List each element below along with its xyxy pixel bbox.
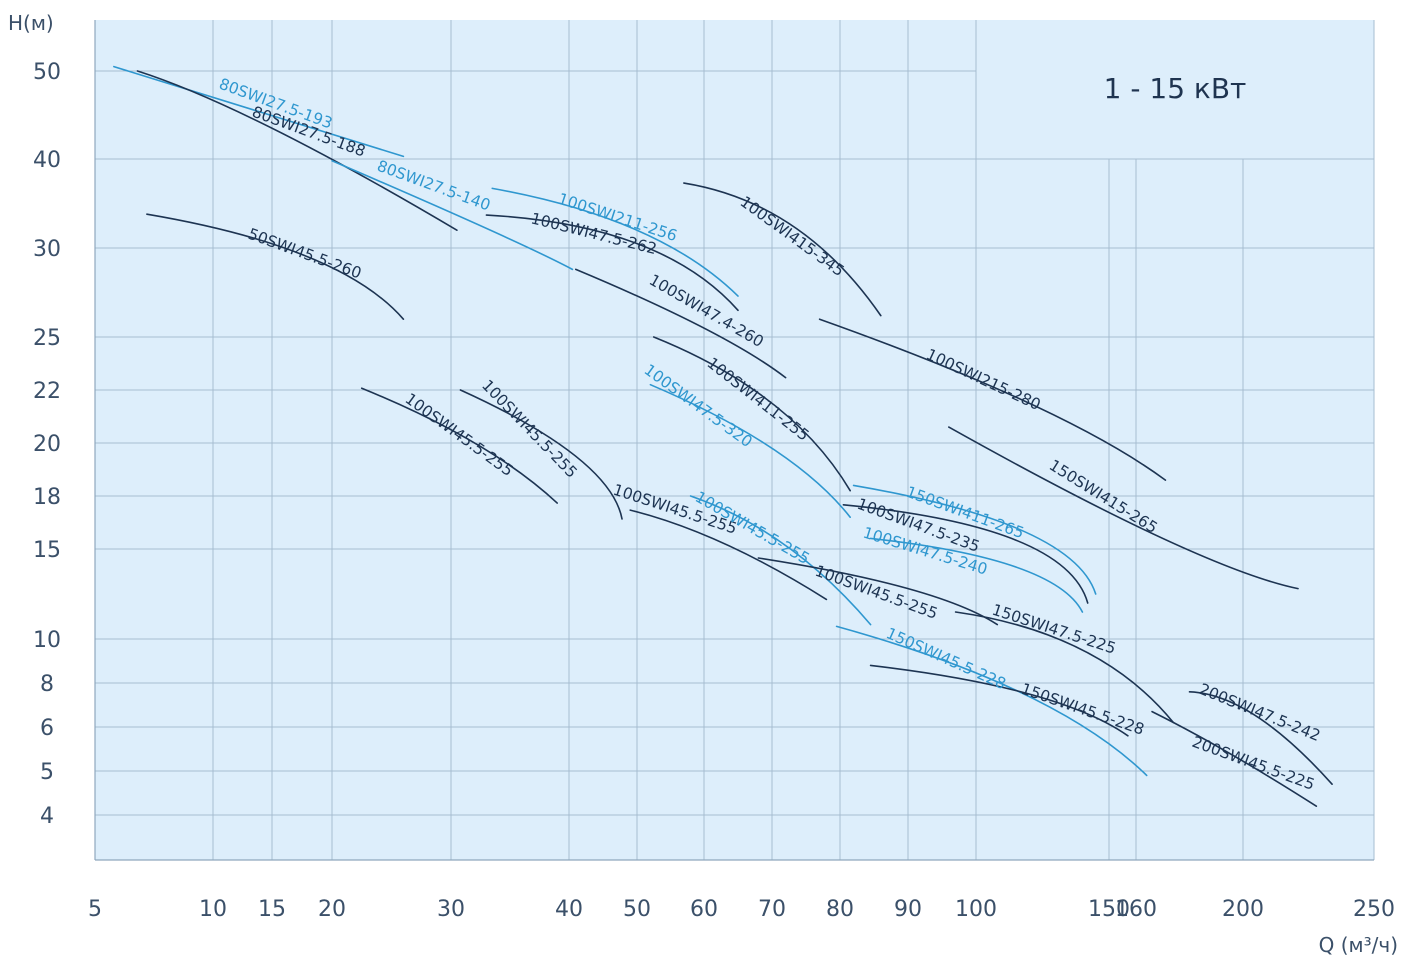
x-tick-label: 20 xyxy=(318,897,346,922)
performance-curve xyxy=(948,426,1299,590)
x-tick-label: 40 xyxy=(555,897,583,922)
y-tick-label: 5 xyxy=(40,760,54,785)
x-tick-label: 100 xyxy=(955,897,997,922)
y-tick-label: 20 xyxy=(33,432,61,457)
y-axis-title: H(м) xyxy=(8,11,54,35)
performance-curve xyxy=(869,537,1084,613)
performance-curve xyxy=(485,214,739,312)
grid xyxy=(94,20,1375,861)
performance-curve xyxy=(1151,710,1318,807)
y-tick-label: 22 xyxy=(33,379,61,404)
performance-curve xyxy=(954,611,1175,724)
performance-curve xyxy=(146,213,405,320)
y-tick-label: 15 xyxy=(33,538,61,563)
x-tick-label: 160 xyxy=(1115,897,1157,922)
x-tick-label: 90 xyxy=(894,897,922,922)
performance-curve xyxy=(331,159,574,271)
performance-curve xyxy=(113,65,405,158)
performance-curve xyxy=(360,387,558,504)
y-tick-labels: 50 40 30 25 22 20 18 15 10 8 6 5 4 xyxy=(33,60,61,829)
x-tick-label: 80 xyxy=(826,897,854,922)
performance-curve xyxy=(652,336,851,492)
curves xyxy=(113,65,1333,807)
y-tick-label: 10 xyxy=(33,628,61,653)
performance-curve xyxy=(852,484,1097,595)
performance-curve xyxy=(1188,691,1333,785)
performance-curve xyxy=(842,504,1089,604)
x-tick-label: 70 xyxy=(758,897,786,922)
y-tick-label: 4 xyxy=(40,804,54,829)
performance-curve xyxy=(818,318,1167,481)
y-tick-label: 25 xyxy=(33,326,61,351)
x-tick-label: 15 xyxy=(258,897,286,922)
power-range-title: 1 - 15 кВт xyxy=(1104,72,1247,105)
performance-curve xyxy=(649,383,851,518)
performance-curve xyxy=(491,187,739,297)
y-tick-label: 30 xyxy=(33,237,61,262)
x-tick-label: 50 xyxy=(623,897,651,922)
performance-curve xyxy=(459,389,623,520)
x-tick-label: 150 xyxy=(1088,897,1130,922)
y-tick-label: 50 xyxy=(33,60,61,85)
performance-curve xyxy=(683,182,882,317)
x-tick-label: 200 xyxy=(1222,897,1264,922)
x-tick-label: 30 xyxy=(437,897,465,922)
y-tick-label: 8 xyxy=(40,672,54,697)
x-axis-title: Q (м³/ч) xyxy=(1319,933,1398,957)
performance-curve xyxy=(869,664,1129,737)
x-tick-label: 250 xyxy=(1353,897,1395,922)
performance-curve xyxy=(575,268,787,379)
y-tick-label: 40 xyxy=(33,148,61,173)
y-tick-label: 18 xyxy=(33,485,61,510)
performance-curve xyxy=(689,495,872,626)
y-tick-label: 6 xyxy=(40,716,54,741)
x-tick-label: 10 xyxy=(199,897,227,922)
performance-curve xyxy=(136,70,458,231)
x-tick-label: 60 xyxy=(690,897,718,922)
performance-curve xyxy=(757,557,999,626)
plot-background xyxy=(95,20,1374,860)
x-tick-label: 5 xyxy=(88,897,102,922)
performance-curve xyxy=(835,625,1148,777)
performance-curve xyxy=(629,509,828,601)
